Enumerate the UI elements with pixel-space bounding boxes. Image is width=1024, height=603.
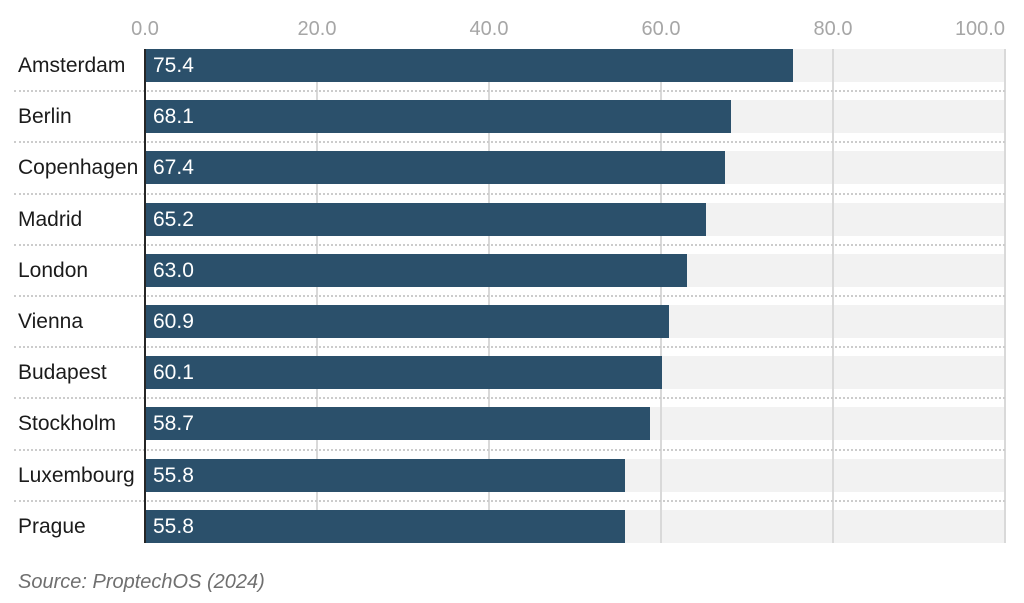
category-label: London <box>18 258 89 282</box>
category-label: Amsterdam <box>18 53 126 77</box>
bar: 65.2 <box>145 203 706 236</box>
row-separator <box>14 346 1005 348</box>
row-separator <box>14 295 1005 297</box>
source-note: Source: ProptechOS (2024) <box>18 571 265 593</box>
row-separator <box>14 449 1005 451</box>
category-label: Berlin <box>18 104 72 128</box>
row-separator <box>14 397 1005 399</box>
bar: 67.4 <box>145 151 725 184</box>
category-label: Madrid <box>18 207 83 231</box>
bar-value-label: 55.8 <box>153 463 194 487</box>
row-separator <box>14 141 1005 143</box>
bar-value-label: 75.4 <box>153 53 194 77</box>
bar-value-label: 58.7 <box>153 411 194 435</box>
bar: 55.8 <box>145 459 625 492</box>
category-label: Copenhagen <box>18 155 139 179</box>
row-separator <box>14 90 1005 92</box>
category-label: Budapest <box>18 360 107 384</box>
bar-value-label: 67.4 <box>153 155 194 179</box>
x-axis-tick-label: 0.0 <box>131 18 159 40</box>
category-label: Stockholm <box>18 411 117 435</box>
gridline <box>1004 49 1006 543</box>
row-separator <box>14 193 1005 195</box>
x-axis-tick-label: 100.0 <box>954 18 1005 40</box>
row-separator <box>14 244 1005 246</box>
category-label: Prague <box>18 514 86 538</box>
bar: 68.1 <box>145 100 731 133</box>
bar: 60.9 <box>145 305 669 338</box>
bar: 63.0 <box>145 254 687 287</box>
x-axis-tick-label: 60.0 <box>641 18 681 40</box>
bar: 58.7 <box>145 407 650 440</box>
bar-value-label: 55.8 <box>153 514 194 538</box>
bar: 60.1 <box>145 356 662 389</box>
bar-value-label: 63.0 <box>153 258 194 282</box>
x-axis-tick-label: 20.0 <box>297 18 337 40</box>
category-label: Luxembourg <box>18 463 135 487</box>
bar-value-label: 60.9 <box>153 309 194 333</box>
y-axis-line <box>144 49 146 543</box>
bar: 55.8 <box>145 510 625 543</box>
category-label: Vienna <box>18 309 84 333</box>
row-separator <box>14 500 1005 502</box>
bar-value-label: 60.1 <box>153 360 194 384</box>
bar-value-label: 68.1 <box>153 104 194 128</box>
bar: 75.4 <box>145 49 793 82</box>
x-axis-tick-label: 40.0 <box>469 18 509 40</box>
bar-value-label: 65.2 <box>153 207 194 231</box>
x-axis-tick-label: 80.0 <box>813 18 853 40</box>
